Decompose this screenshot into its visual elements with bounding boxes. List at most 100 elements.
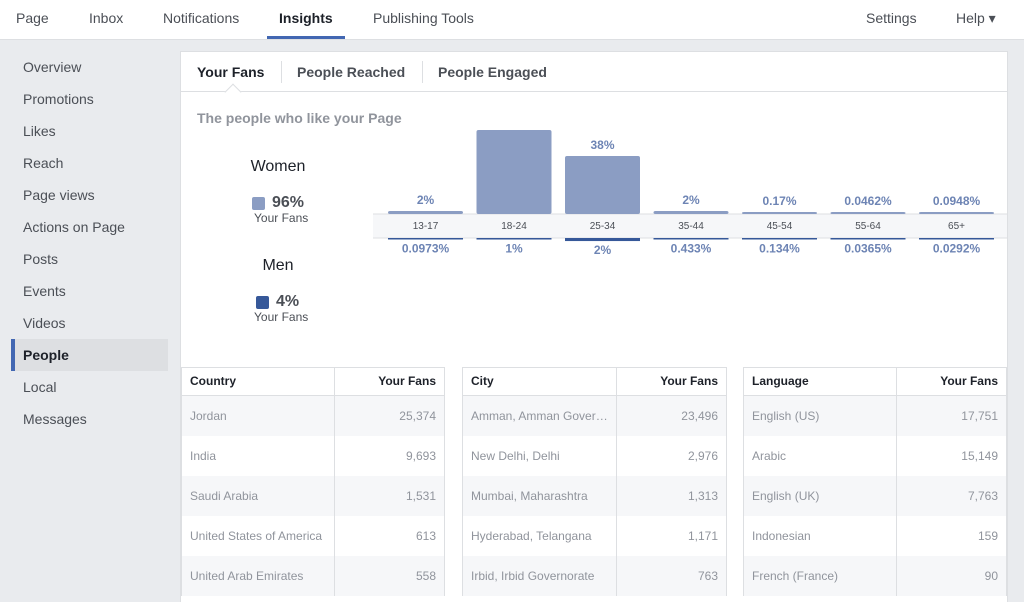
men-bar-label: 0.134% (759, 242, 800, 256)
nav-publishing-tools[interactable]: Publishing Tools (373, 10, 474, 26)
sidebar-item-messages[interactable]: Messages (23, 411, 87, 427)
table-row: Amman, Amman Gover… 23,496 (463, 396, 726, 436)
women-bar[interactable] (476, 130, 552, 214)
nav-insights[interactable]: Insights (279, 10, 333, 26)
women-bar-label: 0.0948% (933, 194, 981, 208)
tab-people-engaged[interactable]: People Engaged (438, 64, 547, 80)
row-value: 763 (697, 569, 718, 583)
tab-people-reached[interactable]: People Reached (297, 64, 406, 80)
row-value: 15,149 (961, 449, 998, 463)
column-header[interactable]: Country (182, 368, 335, 395)
age-tick-label: 25-34 (590, 221, 616, 232)
women-bar[interactable] (388, 210, 463, 214)
row-name: United States of America (182, 516, 335, 556)
nav-help[interactable]: Help ▾ (956, 10, 996, 26)
table-body: Jordan 25,374 India 9,693 Saudi Arabia 1,531 U… (182, 396, 444, 596)
men-bar[interactable] (742, 238, 817, 240)
country-table: Country Your Fans Jordan 25,374 India 9,693 Sa… (181, 367, 445, 596)
row-value: 9,693 (405, 449, 436, 463)
table-row: United Arab Emirates 558 (182, 556, 444, 596)
men-bar[interactable] (830, 238, 906, 240)
men-bar[interactable] (388, 238, 463, 240)
row-name: Mumbai, Maharashtra (463, 476, 617, 516)
men-sub: Your Fans (254, 310, 309, 324)
men-bar[interactable] (919, 238, 994, 240)
men-bar-label: 0.0292% (933, 242, 981, 256)
insights-panel: Your Fans People Reached People Engaged … (180, 51, 1008, 602)
row-value: 1,531 (405, 489, 436, 503)
women-bar-label: 2% (682, 193, 700, 207)
sidebar-item-videos[interactable]: Videos (23, 315, 66, 331)
men-bar-label: 0.0365% (844, 242, 892, 256)
table-row: French (France) 90 (744, 556, 1006, 596)
women-percent: 96% (272, 194, 305, 211)
sidebar-item-reach[interactable]: Reach (23, 155, 64, 171)
men-bar[interactable] (653, 238, 729, 240)
women-bar[interactable] (830, 212, 906, 214)
city-table: City Your Fans Amman, Amman Gover… 23,496 Ne… (462, 367, 727, 596)
column-header[interactable]: Your Fans (660, 374, 718, 388)
nav-inbox[interactable]: Inbox (89, 10, 124, 26)
section-title: The people who like your Page (197, 110, 402, 126)
sidebar-item-posts[interactable]: Posts (23, 251, 59, 267)
row-name: Jordan (182, 396, 335, 436)
women-bar[interactable] (742, 212, 817, 214)
column-header[interactable]: Your Fans (940, 374, 998, 388)
table-row: New Delhi, Delhi 2,976 (463, 436, 726, 476)
table-body: English (US) 17,751 Arabic 15,149 English (U… (744, 396, 1006, 596)
column-header[interactable]: Language (744, 368, 897, 395)
row-name: Saudi Arabia (182, 476, 335, 516)
row-value: 23,496 (681, 409, 718, 423)
sidebar-item-promotions[interactable]: Promotions (23, 91, 94, 107)
column-header[interactable]: City (463, 368, 617, 395)
sidebar-item-actions-on-page[interactable]: Actions on Page (23, 219, 125, 235)
men-label: Men (262, 257, 294, 274)
table-row: Arabic 15,149 (744, 436, 1006, 476)
active-tab-indicator (267, 36, 345, 39)
sidebar-item-likes[interactable]: Likes (23, 123, 56, 139)
row-name: French (France) (744, 556, 897, 596)
age-tick-label: 65+ (948, 221, 965, 232)
nav-settings[interactable]: Settings (866, 10, 917, 26)
tab-divider (281, 61, 282, 83)
sidebar-item-page-views[interactable]: Page views (23, 187, 95, 203)
tab-your-fans[interactable]: Your Fans (197, 64, 265, 80)
table-row: Saudi Arabia 1,531 (182, 476, 444, 516)
row-name: Amman, Amman Gover… (463, 396, 617, 436)
row-name: Indonesian (744, 516, 897, 556)
women-bar[interactable] (919, 212, 994, 214)
row-name: United Arab Emirates (182, 556, 335, 596)
age-tick-label: 35-44 (678, 221, 704, 232)
table-row: English (US) 17,751 (744, 396, 1006, 436)
row-value: 558 (415, 569, 436, 583)
sidebar-item-overview[interactable]: Overview (23, 59, 82, 75)
table-header: City Your Fans (463, 367, 726, 396)
row-name: New Delhi, Delhi (463, 436, 617, 476)
women-bar-label: 0.0462% (844, 194, 892, 208)
table-header: Country Your Fans (182, 367, 444, 396)
row-name: India (182, 436, 335, 476)
age-tick-label: 55-64 (855, 221, 881, 232)
row-value: 1,313 (687, 489, 718, 503)
sidebar: Overview Promotions Likes Reach Page views Ac… (11, 51, 168, 435)
nav-page[interactable]: Page (16, 10, 49, 26)
nav-notifications[interactable]: Notifications (163, 10, 240, 26)
row-name: Arabic (744, 436, 897, 476)
men-bar[interactable] (476, 238, 552, 240)
women-bar[interactable] (653, 210, 729, 214)
table-row: Hyderabad, Telangana 1,171 (463, 516, 726, 556)
men-bar-label: 0.433% (671, 242, 712, 256)
age-gender-chart: 2%13-170.0973%55%18-241%38%25-342%2%35-4… (373, 130, 1007, 257)
row-name: English (UK) (744, 476, 897, 516)
women-bar[interactable] (565, 155, 640, 214)
sidebar-item-local[interactable]: Local (23, 379, 57, 395)
sidebar-item-events[interactable]: Events (23, 283, 66, 299)
table-body: Amman, Amman Gover… 23,496 New Delhi, Delh… (463, 396, 726, 596)
men-bar[interactable] (565, 238, 640, 242)
row-value: 1,171 (687, 529, 718, 543)
row-value: 17,751 (961, 409, 998, 423)
row-name: English (US) (744, 396, 897, 436)
sidebar-item-people[interactable]: People (11, 339, 168, 371)
top-navigation: Page Inbox Notifications Insights Publis… (0, 0, 1024, 40)
column-header[interactable]: Your Fans (378, 374, 436, 388)
